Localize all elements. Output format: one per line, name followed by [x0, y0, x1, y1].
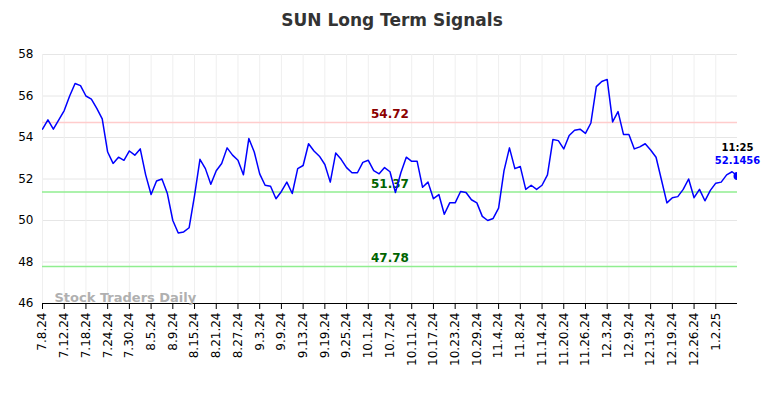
- svg-text:8.27.24: 8.27.24: [231, 313, 245, 359]
- svg-text:12.9.24: 12.9.24: [622, 313, 636, 359]
- svg-text:11.14.24: 11.14.24: [535, 313, 549, 366]
- svg-text:58: 58: [18, 47, 33, 61]
- svg-text:9.25.24: 9.25.24: [339, 313, 353, 359]
- svg-text:7.30.24: 7.30.24: [122, 313, 136, 359]
- svg-text:54.72: 54.72: [371, 107, 409, 121]
- svg-text:8.15.24: 8.15.24: [187, 313, 201, 359]
- svg-text:7.24.24: 7.24.24: [100, 313, 114, 359]
- svg-text:9.3.24: 9.3.24: [253, 313, 267, 351]
- svg-text:11:25: 11:25: [722, 142, 754, 153]
- svg-text:48: 48: [18, 255, 33, 269]
- svg-text:9.19.24: 9.19.24: [318, 313, 332, 359]
- svg-text:12.26.24: 12.26.24: [687, 313, 701, 366]
- svg-text:8.5.24: 8.5.24: [144, 313, 158, 351]
- svg-text:12.19.24: 12.19.24: [665, 313, 679, 366]
- svg-text:11.4.24: 11.4.24: [491, 313, 505, 359]
- svg-text:7.12.24: 7.12.24: [57, 313, 71, 359]
- svg-text:10.11.24: 10.11.24: [405, 313, 419, 366]
- svg-text:51.37: 51.37: [371, 177, 409, 191]
- svg-text:12.13.24: 12.13.24: [643, 313, 657, 366]
- svg-text:10.1.24: 10.1.24: [361, 313, 375, 359]
- svg-text:52: 52: [18, 172, 33, 186]
- svg-text:54: 54: [18, 130, 33, 144]
- svg-text:7.18.24: 7.18.24: [79, 313, 93, 359]
- svg-text:10.23.24: 10.23.24: [448, 313, 462, 366]
- svg-text:52.1456: 52.1456: [715, 155, 761, 166]
- html-text:SUN Long Term Signals: SUN Long Term Signals: [281, 10, 503, 30]
- svg-text:10.29.24: 10.29.24: [470, 313, 484, 366]
- svg-text:1.2.25: 1.2.25: [709, 313, 723, 351]
- svg-text:10.17.24: 10.17.24: [426, 313, 440, 366]
- svg-text:7.8.24: 7.8.24: [35, 313, 49, 351]
- svg-text:56: 56: [18, 89, 33, 103]
- svg-text:12.3.24: 12.3.24: [600, 313, 614, 359]
- svg-text:9.9.24: 9.9.24: [274, 313, 288, 351]
- svg-text:10.7.24: 10.7.24: [383, 313, 397, 359]
- svg-text:11.8.24: 11.8.24: [513, 313, 527, 359]
- svg-text:Stock Traders Daily: Stock Traders Daily: [55, 290, 197, 305]
- svg-text:47.78: 47.78: [371, 251, 409, 265]
- svg-text:11.26.24: 11.26.24: [578, 313, 592, 366]
- svg-text:9.13.24: 9.13.24: [296, 313, 310, 359]
- svg-text:11.20.24: 11.20.24: [557, 313, 571, 366]
- svg-text:8.9.24: 8.9.24: [166, 313, 180, 351]
- svg-text:8.21.24: 8.21.24: [209, 313, 223, 359]
- svg-text:50: 50: [18, 213, 33, 227]
- svg-text:46: 46: [18, 296, 33, 310]
